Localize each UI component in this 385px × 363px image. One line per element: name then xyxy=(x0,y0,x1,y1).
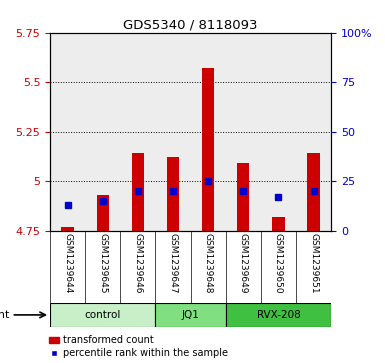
Bar xyxy=(132,153,144,231)
Bar xyxy=(156,33,191,231)
Bar xyxy=(191,33,226,231)
Text: GSM1239645: GSM1239645 xyxy=(98,233,107,293)
Text: GSM1239651: GSM1239651 xyxy=(309,233,318,293)
Bar xyxy=(237,163,249,231)
Bar xyxy=(97,195,109,231)
Title: GDS5340 / 8118093: GDS5340 / 8118093 xyxy=(123,19,258,32)
Text: JQ1: JQ1 xyxy=(182,310,199,320)
Bar xyxy=(272,217,285,231)
Text: GSM1239648: GSM1239648 xyxy=(204,233,213,293)
Bar xyxy=(50,33,85,231)
Bar xyxy=(296,33,331,231)
Bar xyxy=(167,157,179,231)
Bar xyxy=(85,33,120,231)
Bar xyxy=(226,33,261,231)
Bar xyxy=(121,33,156,231)
Bar xyxy=(202,68,214,231)
Bar xyxy=(62,227,74,231)
Text: GSM1239649: GSM1239649 xyxy=(239,233,248,293)
Text: GSM1239644: GSM1239644 xyxy=(63,233,72,293)
Bar xyxy=(307,153,320,231)
Text: agent: agent xyxy=(0,310,10,320)
Text: GSM1239647: GSM1239647 xyxy=(169,233,177,293)
Bar xyxy=(156,303,226,327)
Bar xyxy=(261,33,296,231)
Text: GSM1239646: GSM1239646 xyxy=(133,233,142,293)
Bar xyxy=(226,303,331,327)
Text: RVX-208: RVX-208 xyxy=(256,310,300,320)
Legend: transformed count, percentile rank within the sample: transformed count, percentile rank withi… xyxy=(47,333,230,360)
Bar xyxy=(50,303,156,327)
Text: control: control xyxy=(85,310,121,320)
Text: GSM1239650: GSM1239650 xyxy=(274,233,283,293)
